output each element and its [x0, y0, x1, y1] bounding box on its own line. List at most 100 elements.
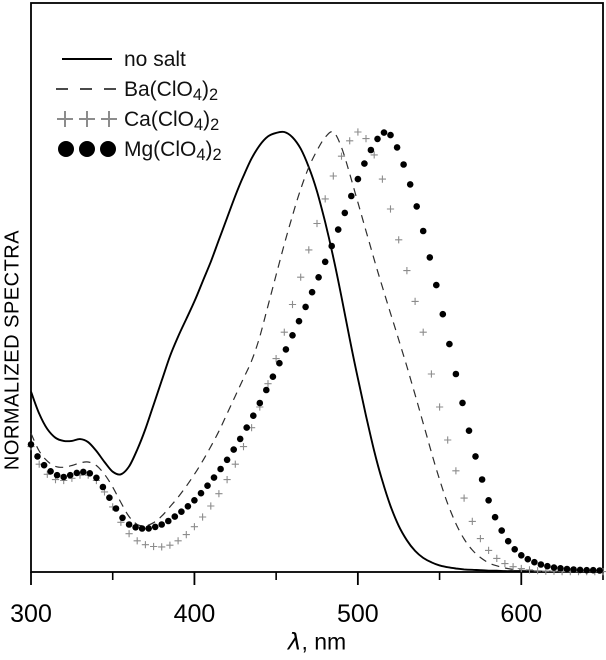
- dot-marker: [178, 508, 185, 515]
- dot-marker: [60, 473, 67, 481]
- plus-marker: [493, 554, 501, 562]
- dot-marker: [217, 465, 224, 473]
- dot-marker: [223, 456, 231, 464]
- dot-marker: [452, 370, 460, 378]
- x-tick-label-500: 500: [337, 600, 379, 628]
- y-axis-label: NORMALIZED SPECTRA: [1, 229, 24, 471]
- dot-marker: [86, 470, 94, 477]
- dot-marker: [34, 453, 41, 460]
- dot-marker: [256, 399, 264, 407]
- dot-marker: [485, 497, 492, 504]
- plus-marker: [509, 563, 517, 571]
- plus-marker: [158, 543, 166, 551]
- curve-mg-clo4-2: [27, 129, 603, 574]
- dot-marker: [132, 524, 139, 531]
- dot-marker: [138, 525, 146, 532]
- legend-item-no-salt: no salt: [54, 44, 222, 74]
- dot-marker: [413, 203, 421, 210]
- legend-label: Mg(ClO4)2: [124, 137, 222, 164]
- plus-marker: [264, 380, 272, 388]
- dot-marker: [498, 527, 506, 534]
- dot-marker: [491, 513, 499, 521]
- plus-marker: [395, 236, 403, 244]
- plus-marker: [280, 328, 288, 336]
- dot-marker: [328, 242, 336, 250]
- dot-marker: [387, 131, 394, 139]
- plus-marker: [272, 355, 280, 363]
- plus-marker: [362, 135, 370, 143]
- dot-marker: [524, 555, 532, 563]
- dot-marker: [334, 226, 342, 233]
- dot-marker: [47, 468, 54, 475]
- solid-line-sample: [54, 58, 120, 60]
- plus-marker: [534, 567, 542, 575]
- plus-marker: [452, 467, 460, 475]
- plus-marker: [133, 537, 141, 545]
- dot-marker: [531, 558, 538, 566]
- plus-marker: [174, 537, 182, 545]
- plus-marker: [329, 172, 337, 180]
- dot-marker: [165, 517, 172, 525]
- curve-ca-clo4-2: [27, 128, 606, 576]
- dot-marker: [563, 565, 571, 573]
- dot-marker: [544, 562, 551, 570]
- dot-marker: [406, 181, 414, 188]
- dot-marker: [27, 441, 35, 448]
- dot-marker: [106, 494, 113, 502]
- curve-ba-clo4-2: [30, 131, 603, 573]
- plus-marker: [239, 443, 248, 451]
- dot-marker: [40, 461, 48, 469]
- legend-item-ca-clo4: Ca(ClO4)2: [54, 104, 222, 134]
- dashed-line-sample: [54, 88, 120, 90]
- plus-marker: [444, 436, 452, 444]
- plus-marker: [517, 564, 525, 573]
- dot-marker: [478, 476, 486, 483]
- plus-marker: [215, 490, 223, 498]
- legend-label: Ba(ClO4)2: [124, 77, 219, 104]
- dot-marker: [400, 161, 407, 168]
- plus-marker: [231, 460, 239, 468]
- plus-marker: [182, 531, 190, 539]
- dot-marker: [308, 288, 316, 296]
- dot-marker: [99, 483, 107, 491]
- dot-marker: [302, 303, 309, 311]
- plus-marker: [313, 219, 321, 228]
- plus-marker: [501, 560, 509, 568]
- dot-marker: [112, 505, 120, 512]
- dot-marker: [367, 146, 375, 154]
- x-tick-label-300: 300: [10, 600, 52, 628]
- dot-marker: [380, 129, 388, 136]
- dot-marker: [66, 471, 74, 479]
- dot-marker: [504, 537, 512, 545]
- plus-marker: [476, 535, 484, 543]
- dot-marker: [576, 566, 584, 574]
- dot-marker: [204, 482, 211, 490]
- dot-marker: [295, 317, 303, 325]
- legend: no salt Ba(ClO4)2 Ca(ClO4)2 Mg(ClO4)2: [54, 44, 222, 164]
- dot-marker: [596, 567, 603, 574]
- dot-marker: [426, 254, 434, 261]
- dot-marker: [289, 332, 296, 339]
- dot-marker: [263, 386, 270, 394]
- plus-marker: [166, 541, 174, 549]
- dot-marker: [321, 258, 329, 266]
- dot-marker: [570, 566, 577, 573]
- plus-marker: [419, 328, 427, 336]
- lambda-symbol: λ: [287, 629, 302, 656]
- plus-marker: [125, 530, 133, 538]
- legend-label: Ca(ClO4)2: [124, 107, 220, 134]
- plus-marker: [297, 273, 305, 281]
- dot-marker: [419, 227, 427, 235]
- dot-marker: [151, 523, 159, 531]
- dot-marker: [341, 209, 349, 217]
- plus-marker: [207, 502, 215, 510]
- dot-marker: [236, 435, 244, 443]
- dot-marker: [184, 503, 192, 510]
- plus-marker: [403, 267, 411, 275]
- dot-marker: [243, 424, 250, 431]
- plus-marker: [378, 175, 386, 183]
- plus-marker: [411, 297, 419, 305]
- dot-marker: [537, 561, 545, 568]
